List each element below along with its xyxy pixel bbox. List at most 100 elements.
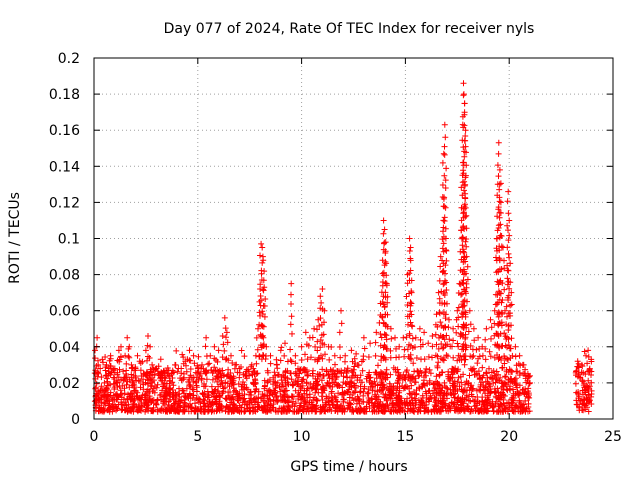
data-point (327, 404, 334, 411)
data-point (497, 199, 504, 206)
data-point (495, 313, 502, 320)
data-point (146, 355, 153, 361)
data-point (443, 165, 450, 172)
data-point (267, 396, 273, 403)
data-point (236, 402, 243, 409)
data-point (504, 355, 510, 362)
data-point (338, 402, 345, 409)
data-point (422, 404, 429, 411)
data-point (174, 408, 181, 415)
data-point (413, 355, 420, 361)
data-point (129, 391, 136, 398)
data-point (474, 360, 481, 367)
data-point (304, 372, 311, 379)
data-point (253, 360, 260, 367)
data-point (216, 398, 223, 405)
data-point (497, 180, 504, 187)
data-point (288, 313, 295, 320)
data-point (372, 352, 379, 359)
data-point (380, 391, 387, 397)
data-point (498, 266, 505, 272)
data-point (517, 404, 524, 411)
data-point (512, 375, 519, 382)
data-point (241, 353, 248, 360)
data-point (462, 238, 469, 245)
data-point (504, 313, 510, 320)
data-point (157, 356, 164, 363)
data-point (221, 347, 228, 354)
data-point (366, 375, 373, 381)
data-point (503, 368, 510, 375)
data-point (435, 359, 442, 366)
data-point (261, 392, 268, 399)
data-point (259, 308, 266, 315)
data-point (439, 159, 446, 166)
data-point (416, 385, 423, 392)
data-point (92, 375, 99, 382)
data-point (406, 270, 413, 277)
data-point (284, 393, 291, 400)
data-point (314, 338, 321, 345)
data-point (188, 404, 195, 411)
data-point (262, 296, 269, 302)
data-point (577, 375, 584, 381)
data-point (350, 366, 357, 373)
data-point (462, 270, 469, 277)
data-point (462, 204, 469, 211)
data-point (330, 379, 337, 386)
data-point (107, 381, 114, 388)
data-point (588, 358, 595, 365)
data-point (297, 366, 303, 373)
data-point (361, 385, 368, 392)
data-point (436, 372, 443, 379)
data-point (383, 332, 390, 339)
data-point (461, 137, 468, 144)
data-point (417, 401, 424, 408)
data-point (219, 390, 225, 397)
data-point (475, 334, 482, 341)
data-point (171, 400, 178, 407)
data-point (305, 372, 312, 378)
data-point (315, 381, 321, 388)
data-point (94, 334, 101, 341)
data-point (586, 397, 593, 404)
data-point (281, 352, 288, 359)
data-point (383, 366, 390, 373)
data-point (501, 380, 507, 386)
data-point (153, 384, 160, 391)
data-point (304, 356, 311, 363)
data-point (515, 392, 522, 399)
data-point (359, 367, 366, 374)
data-point (511, 376, 518, 383)
data-point (241, 408, 248, 414)
data-point (227, 374, 234, 381)
data-point (392, 334, 398, 341)
y-tick-label: 0.06 (49, 304, 80, 320)
data-point (118, 354, 124, 361)
data-point (460, 404, 467, 411)
data-point (195, 399, 202, 406)
data-point (576, 407, 583, 414)
data-point (407, 255, 414, 262)
data-point (193, 388, 200, 395)
data-point (434, 364, 441, 371)
data-point (377, 381, 384, 388)
data-point (309, 334, 316, 341)
data-point (105, 407, 112, 414)
data-point (292, 370, 299, 377)
data-point (576, 393, 583, 400)
data-point (501, 286, 508, 293)
data-point (460, 210, 467, 217)
data-point (387, 354, 394, 361)
data-point (461, 122, 468, 129)
data-point (433, 402, 440, 409)
data-point (329, 373, 336, 380)
data-point (367, 374, 374, 381)
data-point (190, 352, 197, 359)
data-point (419, 392, 426, 399)
data-point (308, 399, 315, 406)
data-point (512, 380, 519, 387)
data-point (464, 263, 471, 270)
data-point (501, 265, 508, 272)
data-point (463, 212, 470, 219)
